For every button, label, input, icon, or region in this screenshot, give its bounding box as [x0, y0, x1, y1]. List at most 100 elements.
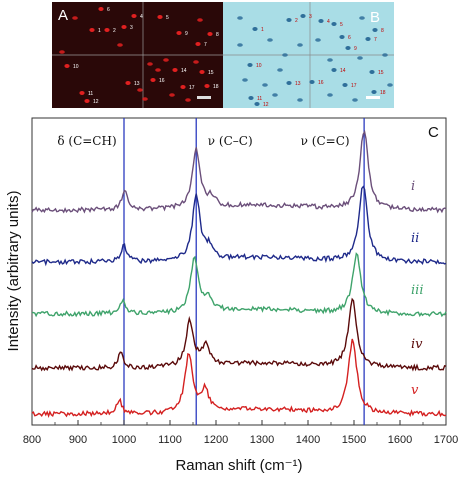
cell-blob [237, 16, 243, 20]
cell-dot [286, 18, 292, 22]
cell-number: 10 [256, 63, 262, 69]
scale-bar-b [366, 96, 380, 99]
cell-number: 1 [261, 27, 264, 33]
cell-dot [180, 85, 186, 89]
cell-dot [254, 102, 260, 106]
x-tick-label: 1200 [204, 434, 228, 446]
series-iii-line [32, 252, 447, 318]
cell-number: 14 [181, 68, 187, 74]
cell-dot [121, 25, 127, 29]
cell-number: 8 [381, 28, 384, 34]
cell-dot [150, 78, 156, 82]
cell-number: 17 [189, 85, 195, 91]
cell-blob [297, 43, 303, 47]
cell-blob [327, 58, 333, 62]
cell-blob [272, 93, 278, 97]
cell-dot [248, 96, 254, 100]
cell-blob [277, 68, 283, 72]
cell-number: 7 [204, 42, 207, 48]
cell-number: 1 [98, 28, 101, 34]
panel-a-letter: A [58, 7, 68, 24]
cell-number: 14 [340, 68, 346, 74]
x-tick-label: 1700 [434, 434, 458, 446]
cell-blob [282, 53, 288, 57]
cell-dot [195, 42, 201, 46]
cell-blob [137, 88, 143, 92]
panel-b-letter: B [370, 9, 380, 26]
cell-number: 9 [185, 31, 188, 37]
cell-blob [59, 50, 65, 54]
panel-c-letter: C [428, 124, 439, 141]
cell-blob [169, 93, 175, 97]
cell-dot [369, 70, 375, 74]
x-axis-title: Raman shift (cm⁻¹) [175, 457, 302, 474]
cell-number: 18 [213, 84, 219, 90]
x-tick-label: 900 [69, 434, 87, 446]
cell-dot [371, 90, 377, 94]
cell-blob [142, 97, 148, 101]
reference-label: δ (C=CH) [57, 134, 116, 148]
cell-blob [155, 68, 161, 72]
cell-number: 7 [374, 37, 377, 43]
cell-number: 6 [348, 35, 351, 41]
cell-number: 12 [263, 102, 269, 108]
cell-number: 15 [208, 70, 214, 76]
cell-dot [64, 64, 70, 68]
cell-number: 2 [295, 18, 298, 24]
cell-dot [157, 15, 163, 19]
cell-dot [89, 28, 95, 32]
x-tick-label: 1100 [158, 434, 182, 446]
series-iii-label: iii [411, 283, 423, 298]
cell-blob [267, 38, 273, 42]
series-i-line [31, 129, 447, 214]
cell-number: 4 [140, 14, 143, 20]
cell-dot [104, 28, 110, 32]
y-axis-title: Intensity (arbitrary units) [5, 191, 22, 352]
cell-blob [147, 62, 153, 66]
cell-number: 3 [130, 25, 133, 31]
cell-dot [172, 68, 178, 72]
series-v-line [31, 338, 447, 419]
x-tick-label: 1000 [112, 434, 136, 446]
cell-blob [297, 98, 303, 102]
cell-blob [72, 16, 78, 20]
cell-number: 9 [354, 46, 357, 52]
cell-dot [331, 68, 337, 72]
cell-number: 16 [159, 78, 165, 84]
cell-number: 15 [378, 70, 384, 76]
series-iv-line [31, 297, 447, 372]
cell-dot [131, 14, 137, 18]
cell-blob [237, 43, 243, 47]
cell-dot [318, 19, 324, 23]
cell-dot [176, 31, 182, 35]
cell-blob [315, 38, 321, 42]
cell-number: 5 [340, 22, 343, 28]
cell-dot [339, 35, 345, 39]
cell-blob [327, 93, 333, 97]
plot-frame [31, 117, 447, 426]
cell-number: 16 [318, 80, 324, 86]
cell-dot [331, 22, 337, 26]
x-tick-label: 1300 [250, 434, 274, 446]
cell-dot [79, 91, 85, 95]
cell-number: 2 [113, 28, 116, 34]
cell-number: 13 [295, 81, 301, 87]
cell-blob [185, 98, 191, 102]
scale-bar-a [197, 96, 211, 99]
cell-dot [199, 70, 205, 74]
cell-number: 18 [380, 90, 386, 96]
cell-dot [372, 28, 378, 32]
x-tick-label: 800 [23, 434, 41, 446]
cell-dot [365, 37, 371, 41]
cell-dot [247, 63, 253, 67]
reference-label: ν (C=C) [301, 134, 350, 148]
cell-number: 6 [107, 7, 110, 13]
x-tick-label: 1400 [296, 434, 320, 446]
cell-blob [197, 18, 203, 22]
cell-number: 17 [351, 83, 357, 89]
cell-blob [357, 56, 363, 60]
cell-blob [117, 43, 123, 47]
series-ii-label: ii [411, 231, 419, 246]
